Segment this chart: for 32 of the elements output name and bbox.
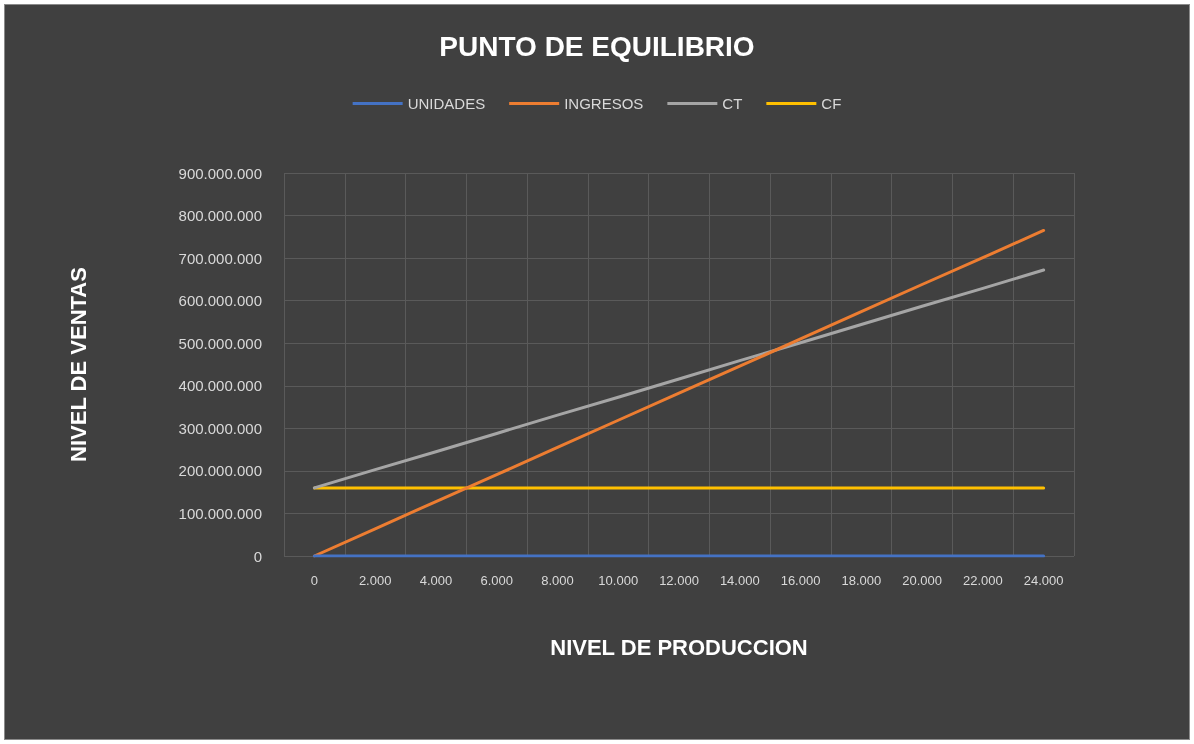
legend-label: UNIDADES [407, 95, 486, 112]
y-axis-title: NIVEL DE VENTAS [65, 267, 91, 462]
x-tick-label: 0 [310, 573, 318, 588]
x-tick-label: 12.000 [659, 573, 699, 588]
x-tick-label: 6.000 [480, 573, 513, 588]
x-tick-label: 14.000 [719, 573, 760, 588]
y-tick-label: 700.000.000 [178, 249, 262, 267]
y-tick-label: 900.000.000 [178, 164, 262, 182]
y-tick-label: 300.000.000 [178, 419, 262, 437]
legend-label: CF [821, 95, 842, 112]
y-tick-label: 200.000.000 [178, 462, 262, 480]
x-tick-label: 2.000 [358, 573, 392, 588]
y-tick-label: 100.000.000 [178, 504, 262, 522]
line-series [312, 268, 1046, 490]
legend-label: INGRESOS [564, 95, 644, 112]
x-tick-label: 24.000 [1023, 573, 1064, 588]
x-axis-title: NIVEL DE PRODUCCION [550, 634, 808, 660]
y-tick-label: 600.000.000 [178, 292, 262, 310]
y-tick-label: 0 [253, 547, 262, 565]
legend-label: CT [722, 95, 743, 112]
x-tick-label: 10.000 [598, 573, 639, 588]
line-series [312, 228, 1046, 558]
x-tick-label: 16.000 [780, 573, 821, 588]
chart-title: PUNTO DE EQUILIBRIO [439, 30, 755, 62]
y-tick-label: 400.000.000 [178, 377, 262, 395]
y-tick-label: 800.000.000 [178, 207, 262, 225]
y-tick-label: 500.000.000 [178, 334, 262, 352]
x-tick-label: 20.000 [902, 573, 942, 588]
x-tick-label: 18.000 [841, 573, 882, 588]
x-tick-label: 22.000 [962, 573, 1003, 588]
x-tick-label: 8.000 [541, 573, 574, 588]
x-tick-label: 4.000 [419, 573, 453, 588]
